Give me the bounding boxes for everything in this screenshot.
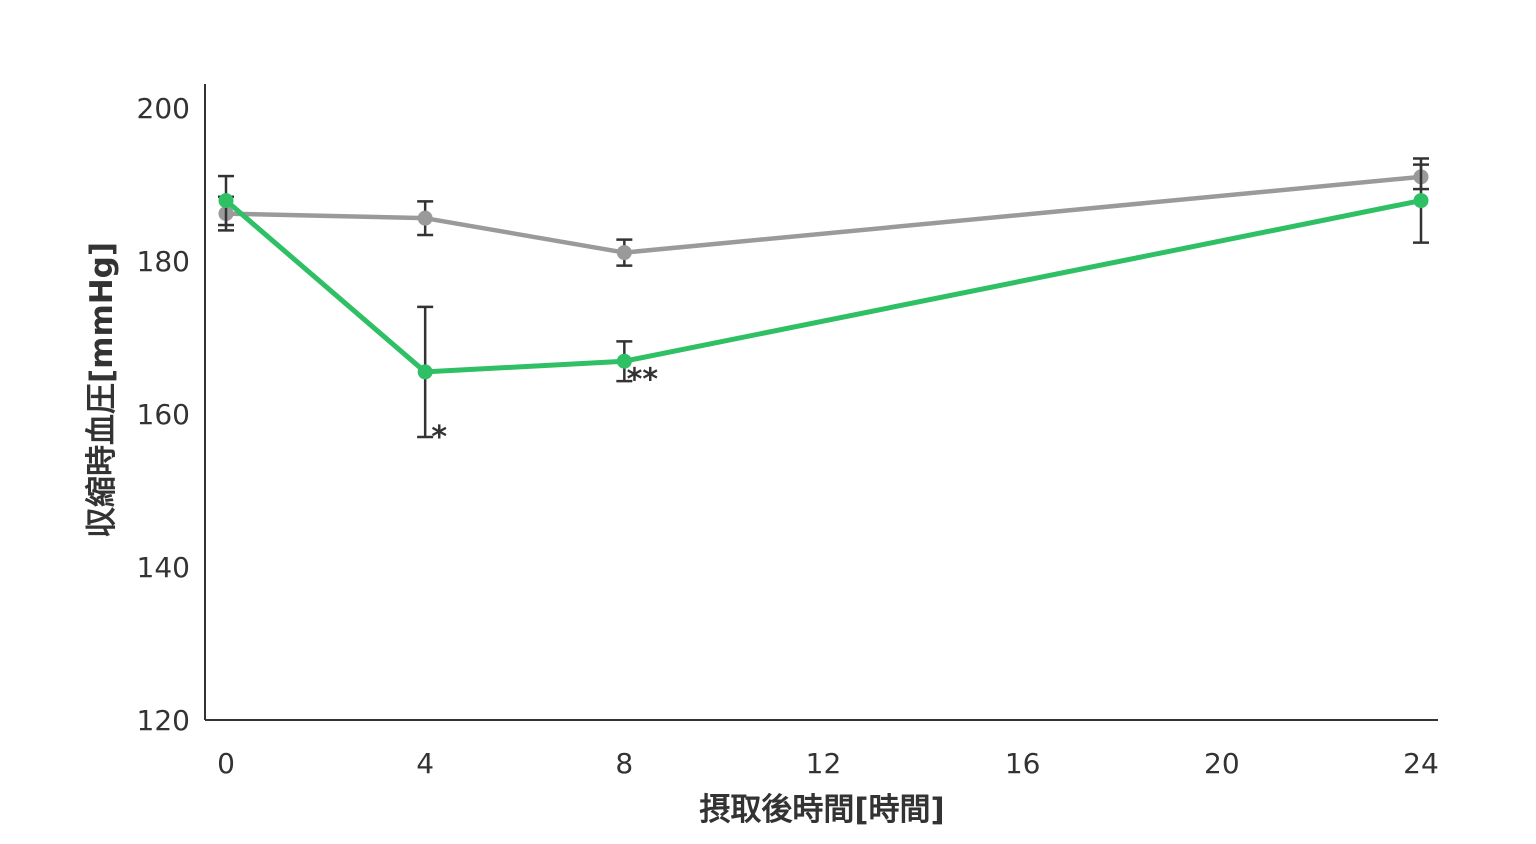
y-tick-label: 120 (137, 704, 190, 737)
x-tick-label: 4 (416, 747, 434, 780)
x-axis-title: 摂取後時間[時間] (699, 792, 944, 828)
x-tick-label: 8 (615, 747, 633, 780)
x-tick-label: 12 (806, 747, 842, 780)
series-line (223, 198, 1424, 375)
significance-marker: ** (627, 363, 659, 398)
data-point (417, 210, 433, 226)
y-tick-label: 180 (137, 245, 190, 278)
annotation-layer: *** (431, 363, 658, 455)
series-1 (218, 163, 1429, 267)
series-2 (218, 157, 1429, 439)
x-tick-label: 16 (1005, 747, 1041, 780)
data-point (218, 193, 234, 209)
data-point (616, 353, 632, 369)
y-axis-ticks: 120 140 160 180 200 (137, 92, 190, 737)
y-tick-label: 140 (137, 551, 190, 584)
data-point (616, 245, 632, 261)
significance-marker: * (431, 420, 447, 455)
series-layer (218, 157, 1429, 439)
y-tick-label: 160 (137, 398, 190, 431)
x-tick-label: 0 (217, 747, 235, 780)
series-line (223, 174, 1424, 255)
data-point (1413, 193, 1429, 209)
data-point (417, 364, 433, 380)
y-axis-title: 収縮時血圧[mmHg] (84, 242, 120, 538)
x-tick-label: 24 (1403, 747, 1439, 780)
x-axis-ticks: 0 4 8 12 16 20 24 (217, 747, 1439, 780)
x-tick-label: 20 (1204, 747, 1240, 780)
y-tick-label: 200 (137, 92, 190, 125)
